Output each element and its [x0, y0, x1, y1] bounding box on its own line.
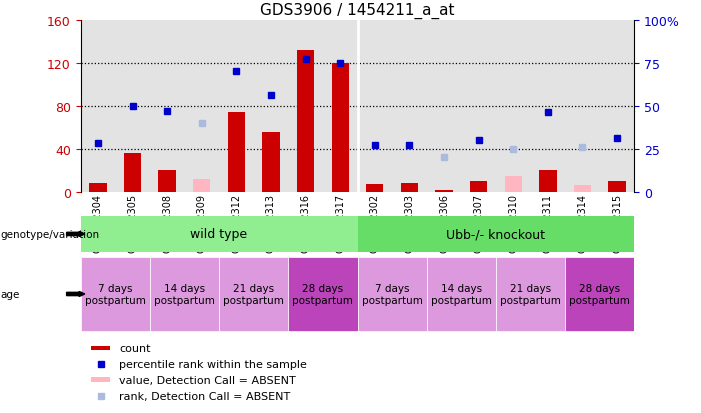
Bar: [158, 171, 176, 192]
Bar: [608, 181, 626, 192]
Bar: [81, 258, 150, 331]
Bar: [427, 21, 461, 192]
Text: 21 days
postpartum: 21 days postpartum: [500, 283, 561, 305]
Bar: [193, 179, 210, 192]
Bar: [496, 21, 531, 192]
Text: 21 days
postpartum: 21 days postpartum: [223, 283, 284, 305]
Bar: [219, 21, 254, 192]
Bar: [262, 133, 280, 192]
Bar: [323, 21, 358, 192]
Bar: [505, 177, 522, 192]
Text: 14 days
postpartum: 14 days postpartum: [154, 283, 215, 305]
Bar: [228, 113, 245, 192]
Text: count: count: [119, 344, 151, 354]
Text: Ubb-/- knockout: Ubb-/- knockout: [447, 228, 545, 241]
Bar: [392, 21, 427, 192]
Text: 28 days
postpartum: 28 days postpartum: [569, 283, 630, 305]
Bar: [124, 154, 141, 192]
Bar: [539, 171, 557, 192]
Bar: [81, 217, 358, 252]
Title: GDS3906 / 1454211_a_at: GDS3906 / 1454211_a_at: [260, 3, 455, 19]
Bar: [115, 21, 150, 192]
Bar: [427, 258, 496, 331]
Bar: [366, 185, 383, 192]
Bar: [91, 346, 110, 350]
Bar: [496, 258, 565, 331]
Bar: [219, 258, 288, 331]
Bar: [150, 21, 184, 192]
Text: 28 days
postpartum: 28 days postpartum: [292, 283, 353, 305]
Bar: [288, 21, 323, 192]
Bar: [401, 183, 418, 192]
Bar: [297, 51, 314, 192]
Bar: [332, 64, 349, 192]
Text: genotype/variation: genotype/variation: [0, 229, 99, 240]
Bar: [505, 181, 522, 192]
Bar: [81, 21, 115, 192]
Text: value, Detection Call = ABSENT: value, Detection Call = ABSENT: [119, 375, 296, 385]
Text: 14 days
postpartum: 14 days postpartum: [431, 283, 492, 305]
Bar: [461, 21, 496, 192]
Bar: [358, 21, 392, 192]
Bar: [531, 21, 565, 192]
Text: age: age: [0, 289, 20, 299]
Bar: [254, 21, 288, 192]
Bar: [470, 181, 487, 192]
Text: rank, Detection Call = ABSENT: rank, Detection Call = ABSENT: [119, 391, 290, 401]
Bar: [91, 377, 110, 382]
Bar: [150, 258, 219, 331]
Bar: [184, 21, 219, 192]
Text: 7 days
postpartum: 7 days postpartum: [85, 283, 146, 305]
Text: percentile rank within the sample: percentile rank within the sample: [119, 359, 307, 369]
Bar: [435, 191, 453, 192]
Bar: [358, 258, 427, 331]
Bar: [89, 183, 107, 192]
Bar: [574, 185, 591, 192]
Bar: [565, 258, 634, 331]
Bar: [600, 21, 634, 192]
Bar: [565, 21, 600, 192]
Text: wild type: wild type: [191, 228, 247, 241]
Text: 7 days
postpartum: 7 days postpartum: [362, 283, 423, 305]
Bar: [358, 217, 634, 252]
Bar: [288, 258, 358, 331]
